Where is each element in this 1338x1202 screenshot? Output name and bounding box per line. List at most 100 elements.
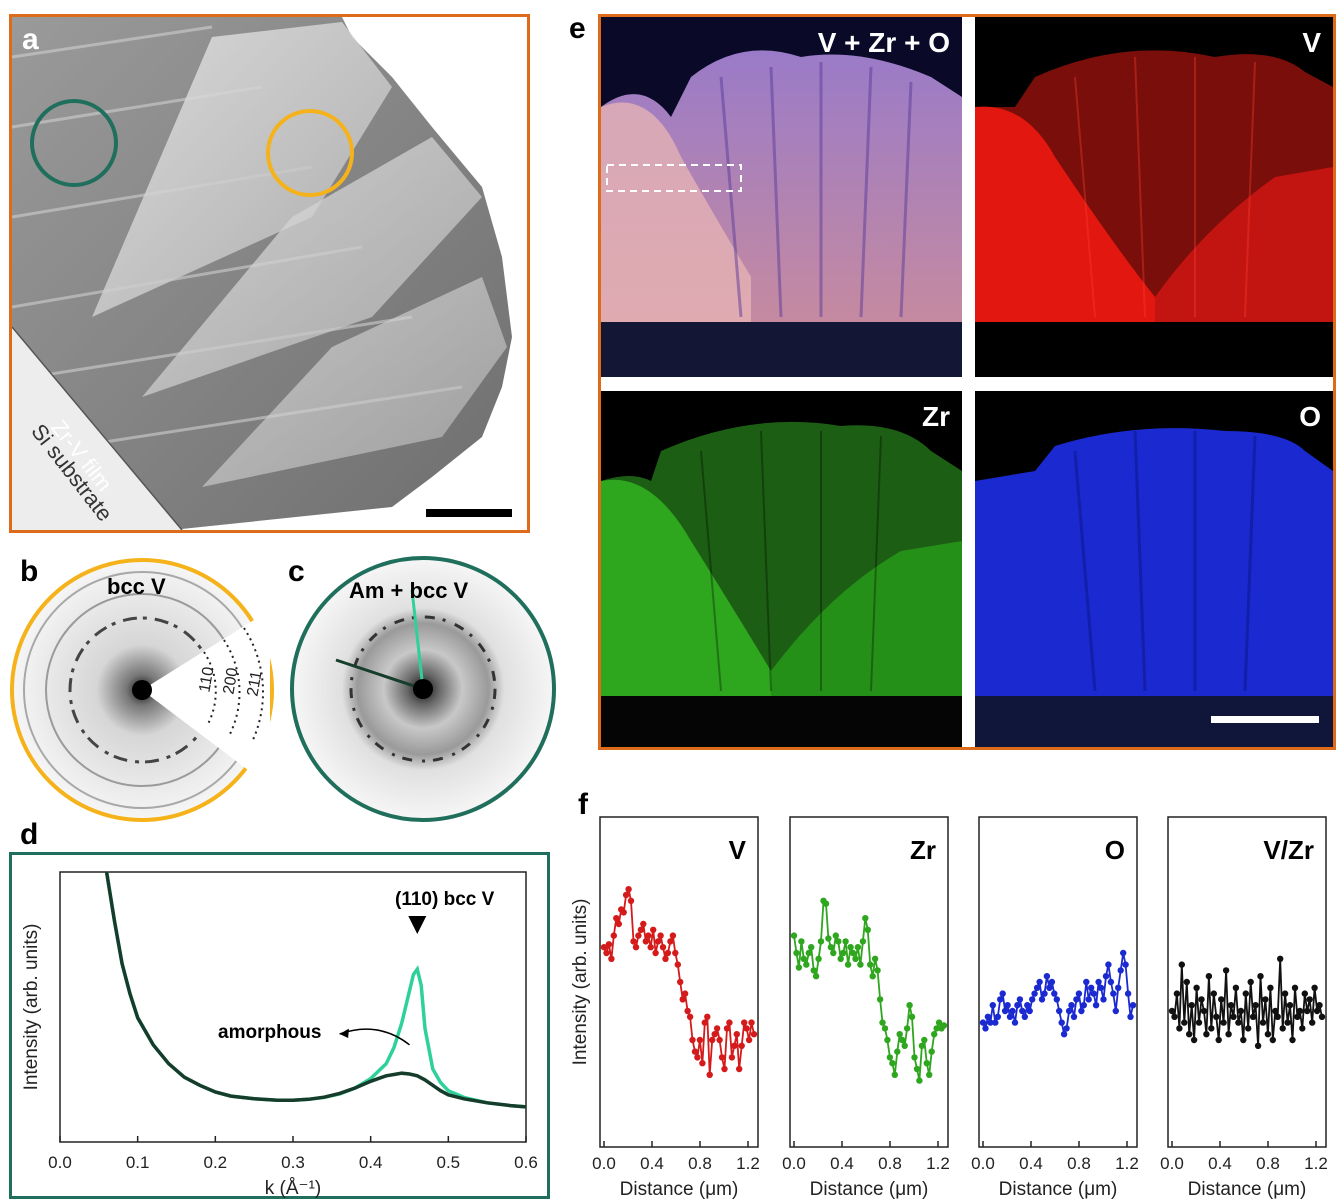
data-point [691, 1048, 699, 1055]
map-title-v: V [1302, 27, 1321, 58]
data-point [889, 1060, 896, 1067]
data-point [1264, 1031, 1272, 1038]
data-point [854, 944, 862, 951]
series-title: V/Zr [1263, 835, 1314, 865]
data-point [908, 1013, 916, 1020]
panel-d-chart: 0.0 0.1 0.2 0.3 0.4 0.5 0.6 k (Å⁻¹) Intensity (a… [21, 871, 538, 1199]
data-point [913, 1065, 921, 1073]
x-tick-label: 0.0 [782, 1154, 806, 1173]
data-point [842, 938, 849, 945]
data-point [840, 949, 847, 957]
data-point [635, 932, 642, 939]
data-point [677, 978, 684, 986]
data-point [989, 1002, 996, 1009]
map-title-zr: Zr [922, 401, 950, 432]
data-point [652, 949, 659, 957]
data-point [923, 1060, 930, 1067]
data-point [1227, 1002, 1235, 1009]
data-point [1041, 990, 1048, 997]
data-point [709, 1036, 716, 1044]
series-title: V [729, 835, 747, 865]
data-point [1291, 984, 1299, 991]
data-point [1070, 1013, 1078, 1020]
data-point [992, 1019, 999, 1026]
panel-c-label: c [288, 555, 305, 588]
data-point [1230, 1013, 1237, 1020]
data-point [608, 955, 615, 962]
panel-c-title: Am + bcc V [349, 578, 469, 603]
data-point [999, 990, 1006, 997]
series-title: Zr [910, 835, 936, 865]
scale-bar [426, 509, 512, 517]
data-point [1060, 1031, 1068, 1038]
data-point [899, 1036, 906, 1044]
data-point [1210, 990, 1217, 997]
data-point [1058, 1019, 1065, 1026]
data-point [1043, 973, 1051, 980]
y-axis-label: Intensity (arb. units) [570, 899, 591, 1066]
data-point [864, 926, 871, 933]
data-point [979, 1019, 987, 1026]
data-point [1171, 1013, 1178, 1020]
x-tick-label: 0.4 [640, 1154, 664, 1173]
data-point [1279, 1025, 1286, 1032]
data-point [745, 1036, 753, 1044]
data-point [689, 1036, 696, 1044]
data-point [844, 961, 852, 968]
data-point [1065, 1007, 1073, 1015]
data-point [718, 1054, 726, 1061]
x-tick-label: 0.0 [48, 1153, 72, 1172]
data-point [1286, 1002, 1294, 1009]
data-point [731, 1042, 738, 1049]
data-point [748, 1019, 755, 1026]
map-zr: Zr [601, 391, 962, 747]
data-point [1190, 1036, 1198, 1044]
line-scan-0: V 0.0 0.4 0.8 1.2 Distance (μm) Intensity (arb… [570, 816, 760, 1200]
data-point [1254, 1042, 1262, 1049]
line-scan-box [606, 164, 742, 192]
data-point [1186, 1031, 1193, 1038]
data-point [1178, 961, 1185, 968]
x-tick-label: 0.4 [1019, 1154, 1043, 1173]
data-point [918, 1042, 926, 1049]
data-point [1274, 1013, 1281, 1020]
amorphous-curve [104, 871, 527, 1109]
data-point [1092, 1002, 1100, 1009]
data-point [728, 1054, 736, 1061]
data-point [1031, 990, 1038, 997]
data-point [876, 996, 884, 1003]
ring-label-110: 110 [196, 666, 217, 694]
data-point [1073, 996, 1080, 1003]
data-point [997, 996, 1004, 1003]
data-point [928, 1048, 935, 1055]
data-point [750, 1031, 758, 1038]
data-point [1088, 984, 1095, 991]
data-point [1102, 973, 1110, 980]
x-tick-label: 0.6 [514, 1153, 538, 1172]
data-point [1009, 1007, 1016, 1015]
data-point [1242, 990, 1249, 997]
data-point [1299, 1025, 1306, 1032]
line-scan-2: O 0.0 0.4 0.8 1.2 Distance (μm) [971, 816, 1139, 1200]
data-point [857, 961, 864, 968]
data-point [1198, 996, 1205, 1003]
panel-f-charts: V 0.0 0.4 0.8 1.2 Distance (μm) Intensity (arb… [570, 816, 1328, 1200]
x-tick-label: 0.1 [126, 1153, 150, 1172]
data-point [921, 1036, 928, 1044]
data-point [1124, 990, 1132, 997]
x-tick-label: 0.2 [204, 1153, 228, 1172]
data-point [1112, 1007, 1119, 1015]
data-point [1257, 973, 1264, 980]
x-tick-label: 0.3 [281, 1153, 305, 1172]
data-point [874, 967, 881, 974]
panel-e-label: e [569, 12, 586, 45]
peak-label: (110) bcc V [395, 889, 495, 910]
data-point [694, 1054, 701, 1061]
data-point [615, 920, 622, 928]
data-point [982, 1025, 989, 1032]
data-point [637, 926, 645, 933]
map-v: V [975, 17, 1333, 377]
data-point [931, 1031, 938, 1038]
x-axis-label: Distance (μm) [1188, 1179, 1307, 1200]
data-point [1033, 984, 1041, 991]
